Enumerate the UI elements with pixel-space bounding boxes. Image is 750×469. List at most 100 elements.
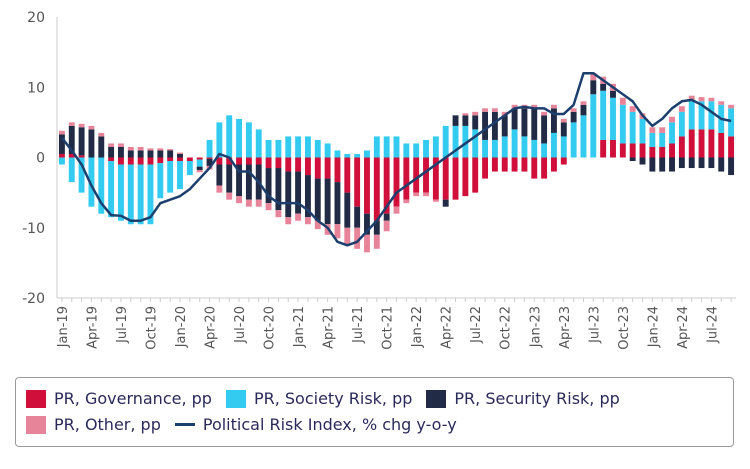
- bar-segment: [619, 104, 626, 144]
- bar-segment: [304, 217, 311, 225]
- x-tick-label: Apr-21: [322, 306, 337, 349]
- bar-segment: [314, 178, 321, 221]
- bar-segment: [551, 132, 557, 158]
- bar-segment: [334, 157, 341, 183]
- bar-segment: [58, 134, 65, 154]
- bar-segment: [236, 196, 242, 204]
- bar-segment: [491, 111, 498, 140]
- x-tick-label: Jan-19: [56, 306, 71, 348]
- bar-segment: [472, 111, 479, 116]
- bar-segment: [196, 159, 203, 167]
- bar-segment: [147, 150, 154, 158]
- bar-segment: [482, 139, 489, 158]
- bar-segment: [285, 217, 292, 225]
- bar-segment: [186, 157, 193, 162]
- bar-segment: [570, 108, 577, 112]
- bar-segment: [511, 104, 518, 109]
- bar-segment: [619, 143, 626, 158]
- y-axis-ticks: -20 -10 0 10 20: [22, 10, 45, 307]
- bar-segment: [432, 199, 439, 202]
- bar-segment: [580, 101, 587, 105]
- bar-segment: [452, 157, 459, 200]
- legend-item-society-risk[interactable]: PR, Society Risk, pp: [225, 389, 412, 408]
- bar-segment: [698, 157, 705, 169]
- bar-segment: [541, 115, 548, 144]
- bar-segment: [639, 143, 646, 158]
- legend-item-governance[interactable]: PR, Governance, pp: [26, 389, 212, 408]
- bar-segment: [226, 157, 233, 165]
- bar-segment: [590, 80, 597, 95]
- x-tick-label: Jul-19: [115, 306, 130, 344]
- bar-segment: [639, 157, 646, 165]
- bar-segment: [610, 97, 616, 140]
- bar-segment: [118, 143, 124, 147]
- bar-segment: [560, 122, 567, 137]
- bar-segment: [600, 90, 607, 140]
- bar-segment: [295, 157, 302, 172]
- bar-segment: [364, 150, 370, 158]
- bar-segment: [364, 157, 370, 214]
- bar-segment: [344, 157, 351, 193]
- bar-segment: [491, 108, 498, 112]
- legend-item-other[interactable]: PR, Other, pp: [26, 415, 161, 434]
- bar-segment: [659, 127, 666, 133]
- bar-segment: [452, 115, 459, 126]
- bar-segment: [295, 171, 302, 214]
- bar-segment: [491, 139, 498, 158]
- bar-segment: [354, 153, 361, 158]
- bar-segment: [354, 227, 361, 249]
- bar-segment: [501, 111, 508, 116]
- bar-segment: [108, 161, 115, 218]
- bar-segment: [118, 164, 124, 221]
- bar-segment: [649, 146, 656, 158]
- bar-segment: [196, 157, 203, 160]
- x-tick-label: Oct-23: [617, 306, 632, 350]
- bar-segment: [688, 101, 695, 130]
- bar-segment: [472, 157, 479, 193]
- bar-segment: [245, 157, 252, 165]
- bar-segment: [590, 73, 597, 81]
- bar-segment: [649, 132, 656, 147]
- legend-item-political-risk-index[interactable]: Political Risk Index, % chg y-o-y: [174, 415, 457, 434]
- bar-segment: [255, 129, 262, 158]
- x-tick-label: Apr-24: [676, 306, 691, 349]
- legend-item-security-risk[interactable]: PR, Security Risk, pp: [426, 389, 620, 408]
- bar-segment: [501, 157, 508, 172]
- bar-segment: [659, 146, 666, 158]
- bar-segment: [314, 220, 321, 230]
- bar-segment: [580, 104, 587, 116]
- political-risk-index-line: [60, 71, 732, 247]
- bar-segment: [413, 157, 420, 193]
- bar-segment: [669, 157, 675, 172]
- bar-segment: [462, 113, 469, 116]
- bar-segment: [314, 157, 321, 179]
- bar-segment: [364, 213, 370, 235]
- bar-segment: [669, 116, 675, 123]
- bar-segment: [177, 161, 183, 190]
- bar-segment: [383, 136, 390, 158]
- bar-segment: [196, 170, 203, 173]
- bar-segment: [678, 136, 685, 158]
- bar-segment: [58, 157, 65, 165]
- political-risk-index-swatch: [174, 423, 195, 426]
- bar-segment: [728, 157, 735, 176]
- bar-segment: [570, 111, 577, 123]
- bar-segment: [108, 146, 115, 158]
- bar-segment: [511, 157, 518, 172]
- bar-segment: [383, 157, 390, 214]
- bar-segment: [206, 158, 213, 166]
- other-swatch: [26, 415, 46, 434]
- bar-segment: [295, 213, 302, 221]
- bar-segment: [373, 136, 380, 158]
- bar-segment: [462, 125, 469, 158]
- y-tick-label: 20: [27, 10, 45, 26]
- bar-segment: [718, 101, 725, 105]
- bar-segment: [669, 143, 675, 158]
- y-tick-label: -10: [22, 221, 45, 237]
- bar-segment: [462, 157, 469, 197]
- bar-segment: [334, 150, 341, 158]
- bar-segment: [678, 157, 685, 169]
- bar-segment: [403, 143, 410, 158]
- bar-segment: [216, 157, 223, 165]
